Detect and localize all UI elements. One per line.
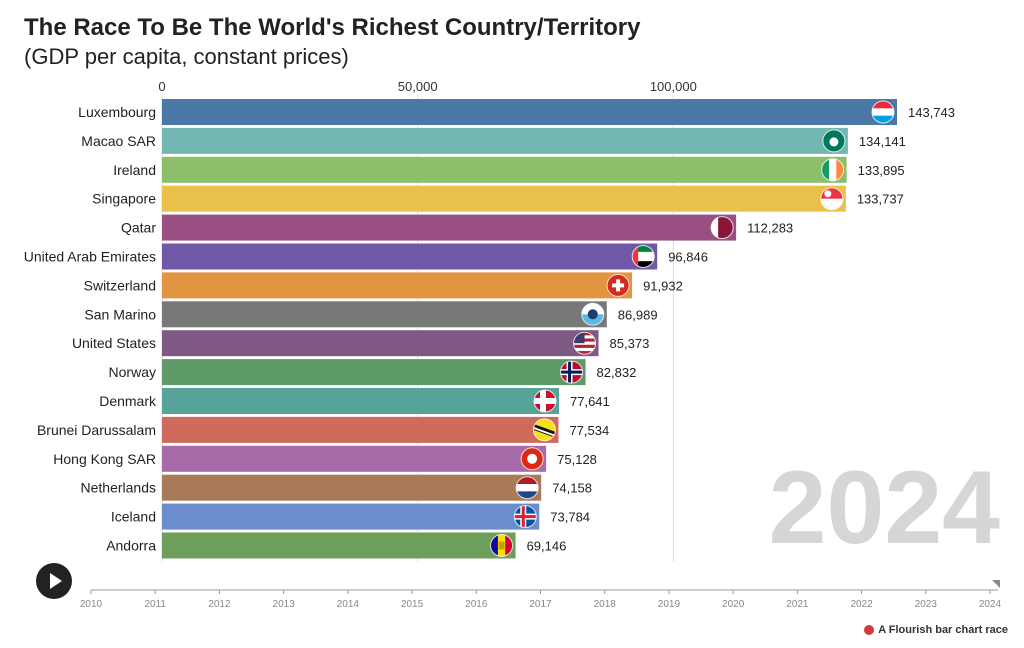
bar-netherlands [162,474,542,501]
flag-united-states-icon [573,331,597,355]
bar-andorra [162,532,516,559]
bar-uae [162,243,658,270]
bar-singapore [162,185,846,212]
bar-san-marino [162,301,607,328]
category-label: Brunei Darussalam [37,422,156,438]
chart-subtitle: (GDP per capita, constant prices) [24,44,349,69]
bar-switzerland [162,272,633,299]
chart-title: The Race To Be The World's Richest Count… [24,14,641,41]
value-label: 133,737 [857,192,904,207]
category-label: Andorra [106,538,156,554]
category-label: Qatar [121,220,156,236]
value-label: 134,141 [859,134,906,149]
flag-netherlands-icon [515,476,539,500]
bar-norway [162,359,586,386]
flag-andorra-icon [490,534,514,557]
flag-singapore-icon [820,187,844,211]
timeline-year-label: 2021 [786,599,809,610]
flag-iceland-icon [513,505,537,529]
value-label: 75,128 [557,452,597,467]
flag-san-marino-icon [581,302,605,326]
value-label: 69,146 [527,539,567,554]
bar-denmark [162,388,560,414]
flourish-logo-icon [864,625,875,635]
flag-uae-icon [631,245,655,268]
bar-luxembourg [162,99,897,125]
timeline-year-label: 2011 [144,599,166,610]
category-label: Switzerland [84,277,156,293]
timeline-year-label: 2019 [658,599,681,610]
value-label: 77,641 [570,394,610,409]
timeline-year-label: 2013 [273,599,296,610]
attribution-text: A Flourish bar chart race [878,624,1008,636]
category-label: Hong Kong SAR [53,451,156,467]
bar-brunei [162,416,559,443]
value-label: 86,989 [618,307,658,322]
timeline-year-label: 2017 [529,599,552,610]
timeline-year-label: 2020 [722,599,745,610]
bar-ireland [162,156,847,183]
flag-hong-kong-icon [520,447,544,471]
category-label: Denmark [99,393,157,409]
flag-qatar-icon [710,216,734,240]
category-label: United States [72,335,156,351]
category-label: Netherlands [81,480,157,496]
flag-ireland-icon [821,158,845,182]
x-tick-label: 100,000 [650,79,697,94]
timeline-year-label: 2015 [401,599,424,610]
play-icon [50,573,62,589]
category-label: Norway [109,364,156,380]
bar-macao [162,127,848,154]
category-label: Ireland [113,162,156,178]
value-label: 133,895 [858,163,905,178]
value-label: 96,846 [668,250,708,265]
value-label: 74,158 [552,481,592,496]
timeline-year-label: 2024 [979,599,1002,610]
timeline-year-label: 2018 [594,599,617,610]
current-year-label: 2024 [769,450,1001,566]
x-tick-label: 0 [158,79,165,94]
bar-iceland [162,503,540,530]
timeline-year-label: 2016 [465,599,488,610]
value-label: 143,743 [908,105,955,120]
flag-denmark-icon [533,389,557,413]
flag-macao-icon [822,129,846,153]
attribution-link[interactable]: A Flourish bar chart race [864,624,1008,636]
value-label: 73,784 [550,510,590,525]
timeline-year-label: 2010 [80,599,103,610]
play-button[interactable] [36,563,72,599]
flag-switzerland-icon [606,273,630,297]
value-label: 112,283 [747,221,793,236]
category-label: Luxembourg [78,104,156,120]
flag-brunei-icon [532,418,556,442]
category-label: Singapore [92,191,156,207]
value-label: 91,932 [643,278,683,293]
value-label: 77,534 [569,423,609,438]
bar-qatar [162,214,737,241]
timeline-year-label: 2023 [915,599,938,610]
value-label: 82,832 [597,365,637,380]
flag-luxembourg-icon [871,100,895,124]
timeline-handle[interactable] [992,580,1000,588]
bar-hong-kong [162,445,547,472]
category-label: Iceland [111,509,156,525]
timeline-year-label: 2022 [850,599,873,610]
category-label: Macao SAR [81,133,156,149]
bar-united-states [162,330,599,357]
category-label: San Marino [84,306,156,322]
x-tick-label: 50,000 [398,79,438,94]
flag-norway-icon [560,360,584,384]
timeline-year-label: 2014 [337,599,360,610]
value-label: 85,373 [610,336,650,351]
category-label: United Arab Emirates [24,249,156,265]
timeline-year-label: 2012 [208,599,231,610]
